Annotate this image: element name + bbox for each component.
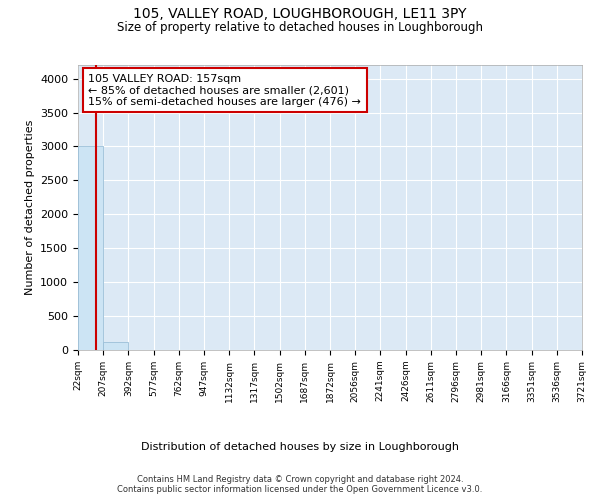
Text: 105 VALLEY ROAD: 157sqm
← 85% of detached houses are smaller (2,601)
15% of semi: 105 VALLEY ROAD: 157sqm ← 85% of detache…: [88, 74, 361, 107]
Text: Contains HM Land Registry data © Crown copyright and database right 2024.
Contai: Contains HM Land Registry data © Crown c…: [118, 475, 482, 494]
Text: 105, VALLEY ROAD, LOUGHBOROUGH, LE11 3PY: 105, VALLEY ROAD, LOUGHBOROUGH, LE11 3PY: [133, 8, 467, 22]
Bar: [78, 146, 103, 350]
Bar: [103, 342, 128, 350]
Text: Size of property relative to detached houses in Loughborough: Size of property relative to detached ho…: [117, 22, 483, 35]
Y-axis label: Number of detached properties: Number of detached properties: [25, 120, 35, 295]
Text: Distribution of detached houses by size in Loughborough: Distribution of detached houses by size …: [141, 442, 459, 452]
